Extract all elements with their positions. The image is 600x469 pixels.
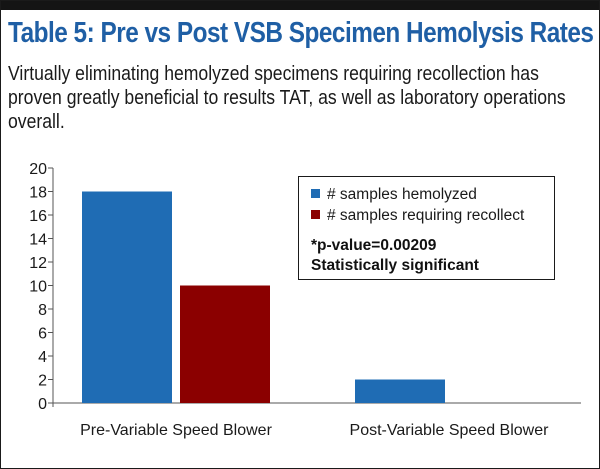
bar [180,285,270,403]
significance-text: Statistically significant [311,257,479,274]
figure-subtitle: Virtually eliminating hemolyzed specimen… [8,63,566,133]
y-tick-label: 0 [38,396,47,413]
y-tick-label: 16 [29,208,47,225]
y-tick-label: 2 [38,373,47,390]
legend-item-recollect: # samples requiring recollect [311,207,524,225]
x-category-label: Pre-Variable Speed Blower [80,422,272,439]
legend-label-hemolyzed: # samples hemolyzed [327,186,477,203]
y-tick-label: 6 [38,326,47,343]
legend-item-hemolyzed: # samples hemolyzed [311,186,477,204]
x-category-label: Post-Variable Speed Blower [350,422,550,439]
legend-swatch-hemolyzed [311,189,320,198]
chart-legend: # samples hemolyzed # samples requiring … [298,176,555,280]
y-tick-label: 12 [29,255,47,272]
top-bar [1,1,599,10]
significance-note: *p-value=0.00209 Statistically significa… [311,236,479,276]
legend-label-recollect: # samples requiring recollect [327,207,525,224]
y-tick-label: 18 [29,185,47,202]
bar [355,379,445,403]
y-tick-label: 8 [38,302,47,319]
y-tick-label: 4 [38,349,47,366]
y-tick-label: 14 [29,232,47,249]
p-value-text: *p-value=0.00209 [311,237,437,254]
bar [82,191,172,403]
y-tick-label: 10 [29,279,47,296]
y-tick-label: 20 [29,161,47,178]
legend-swatch-recollect [311,210,320,219]
figure-title: Table 5: Pre vs Post VSB Specimen Hemoly… [8,17,594,49]
